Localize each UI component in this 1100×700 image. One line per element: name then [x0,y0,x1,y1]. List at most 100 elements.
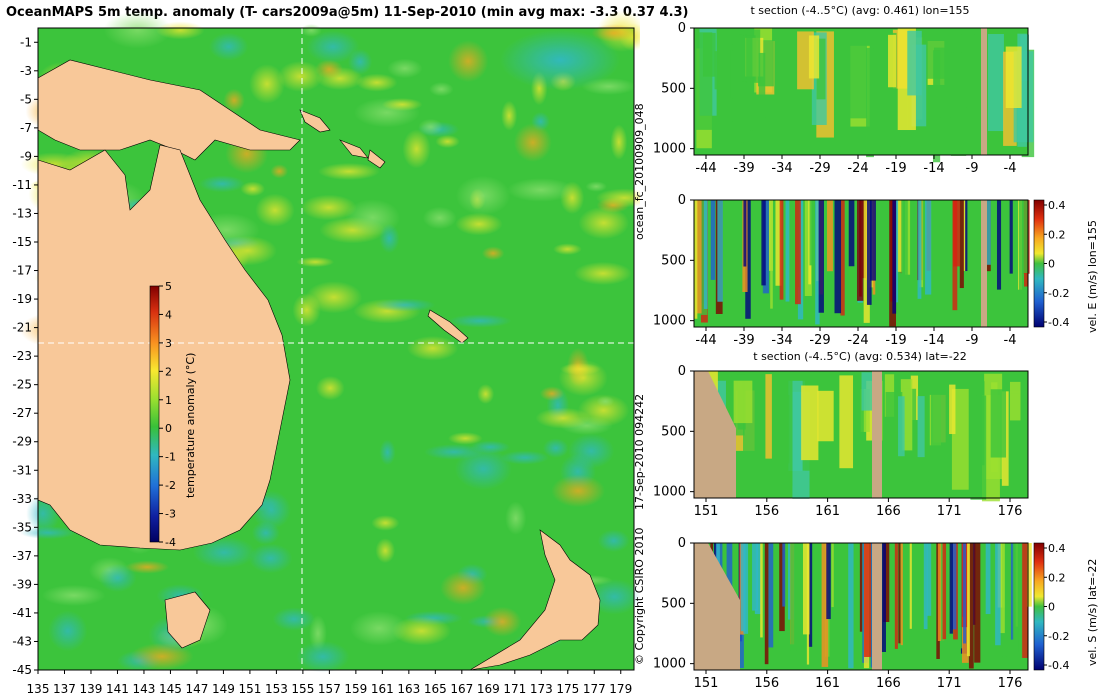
section-x-tick: 151 [694,504,719,519]
velocity-colorbar-tick: 0.4 [1048,199,1066,212]
velocity-colorbar [1033,542,1045,671]
colorbar-tick: 3 [165,337,172,350]
map-y-tick: -25 [12,378,32,392]
section-x-tick: -24 [847,161,868,176]
map-x-tick: 155 [291,682,314,696]
section-x-tick: -39 [733,333,754,348]
section-y-tick: 0 [678,536,686,551]
section-x-tick: -44 [695,161,716,176]
section-y-tick: 0 [678,193,686,208]
velocity-colorbar-tick: -0.4 [1048,316,1069,329]
map-y-tick: -43 [12,634,32,648]
colorbar-label: temperature anomaly (°C) [184,352,197,498]
map-x-tick: 161 [371,682,394,696]
section-x-tick: -4 [1004,333,1017,348]
section-x-tick: -29 [809,161,830,176]
velocity-colorbar-tick: 0.4 [1048,542,1066,555]
section-x-tick: -14 [923,161,944,176]
section-x-tick: 176 [998,676,1023,691]
new-guinea-land [37,59,301,161]
section-x-tick: 151 [694,676,719,691]
velocity-colorbar [1033,199,1045,328]
map-y-tick: -13 [12,206,32,220]
colorbar-tick: 4 [165,308,172,321]
colorbar-tick: 5 [165,280,172,293]
page-title: OceanMAPS 5m temp. anomaly (T- cars2009a… [6,5,689,20]
map-x-tick: 137 [53,682,76,696]
section-panel-4: 0 500 1000 151 156 161 166 171 176 0.4 0.2 0 -0.2 -0.… [653,536,1070,691]
new-zealand-land [469,529,601,671]
map-y-tick: -21 [12,321,32,335]
section-x-tick: 156 [754,504,779,519]
map-y-tick: -45 [12,663,32,677]
map-x-tick: 177 [583,682,606,696]
section-y-tick: 1000 [653,657,686,672]
panel1-title: t section (-4..5°C) (avg: 0.461) lon=155 [750,4,970,17]
colorbar-tick: 1 [165,394,172,407]
map-y-tick: -29 [12,435,32,449]
velocity-colorbar-tick: -0.2 [1048,630,1069,643]
section-y-tick: 500 [661,81,686,96]
section-x-tick: 171 [937,504,962,519]
map-y-tick: -41 [12,606,32,620]
generated-stamp: 17-Sep-2010 094242 [633,393,646,510]
section-y-tick: 0 [678,21,686,36]
section-x-tick: -9 [966,333,979,348]
section-x-tick: -24 [847,333,868,348]
map-y-tick: -39 [12,577,32,591]
section-x-tick: -34 [771,161,792,176]
map-x-tick: 139 [80,682,103,696]
map-y-tick: -5 [20,92,32,106]
panel2-colorbar-label: vel. E (m/s) lon=155 [1086,220,1099,333]
section-x-tick: -39 [733,161,754,176]
section-panel-2: 0 500 1000 -44 -39 -34 -29 -24 -19 -14 -9 -4 0.4 0.2 0… [653,193,1070,348]
section-y-tick: 1000 [653,485,686,500]
map-x-tick: 179 [609,682,632,696]
map-y-tick: -19 [12,292,32,306]
map-frame [37,27,635,671]
velocity-colorbar-tick: -0.4 [1048,659,1069,672]
map-x-tick: 153 [265,682,288,696]
section-x-tick: 166 [876,504,901,519]
velocity-colorbar-tick: 0.2 [1048,571,1066,584]
section-x-tick: 166 [876,676,901,691]
map-x-tick: 151 [238,682,261,696]
section-x-tick: -14 [923,333,944,348]
temperature-anomaly-map: 135 137 139 141 143 145 147 149 151 153 155 157 159 1… [12,10,640,696]
section-panels: 0 500 1000 -44 -39 -34 -29 -24 -19 -14 -9 -4 0 500 100… [653,21,1070,691]
section-x-tick: -29 [809,333,830,348]
section-x-tick: 161 [815,676,840,691]
map-y-tick: -35 [12,520,32,534]
map-y-tick: -31 [12,463,32,477]
run-id: ocean_fc_20100909_048 [633,103,646,240]
section-x-tick: 161 [815,504,840,519]
section-x-tick: -4 [1004,161,1017,176]
map-x-tick: 173 [530,682,553,696]
section-x-tick: -34 [771,333,792,348]
map-x-tick: 135 [27,682,50,696]
map-x-tick: 165 [424,682,447,696]
section-x-tick: -44 [695,333,716,348]
map-y-tick: -9 [20,149,32,163]
section-panel-1: 0 500 1000 -44 -39 -34 -29 -24 -19 -14 -9 -4 [653,21,1035,176]
copyright: © Copyright CSIRO 2010 [633,527,646,665]
velocity-colorbar-tick: -0.2 [1048,287,1069,300]
section-x-tick: 171 [937,676,962,691]
map-y-tick: -15 [12,235,32,249]
colorbar-tick: 0 [165,422,172,435]
colorbar-tick: -2 [165,479,176,492]
section-x-tick: -19 [885,333,906,348]
section-y-tick: 0 [678,364,686,379]
map-x-tick: 143 [133,682,156,696]
map-x-tick: 167 [450,682,473,696]
solomon-islands-land [299,109,386,169]
map-y-tick: -37 [12,549,32,563]
colorbar-tick: -4 [165,536,176,549]
australia-land [37,144,291,551]
velocity-colorbar-tick: 0.2 [1048,228,1066,241]
map-x-tick: 171 [503,682,526,696]
panel3-title: t section (-4..5°C) (avg: 0.534) lat=-22 [753,350,967,363]
map-y-tick: -1 [20,35,32,49]
map-y-tick: -23 [12,349,32,363]
section-panel-3: 0 500 1000 151 156 161 166 171 176 [653,364,1029,519]
